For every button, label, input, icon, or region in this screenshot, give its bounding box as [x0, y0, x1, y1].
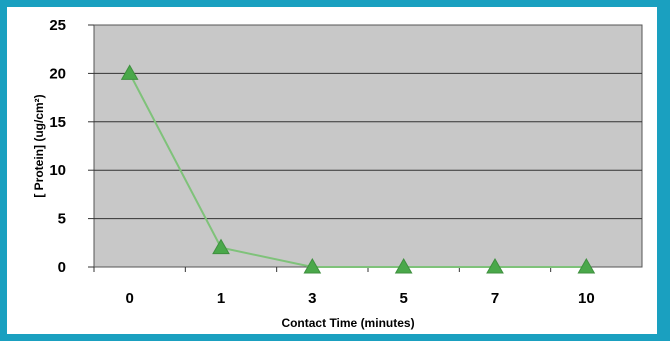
y-axis-title: [ Protein] (ug/cm²) [32, 94, 46, 197]
data-point-marker [486, 257, 504, 274]
x-tick-label: 1 [217, 290, 225, 307]
x-tick-label: 7 [491, 290, 499, 307]
series-group [120, 64, 596, 274]
series-line [128, 72, 587, 268]
x-axis-ticks: 0 1 3 5 7 10 [93, 267, 595, 307]
data-point-marker [212, 238, 230, 255]
x-axis-title: Contact Time (minutes) [281, 316, 414, 330]
line-chart: 0 5 10 15 20 25 0 1 3 5 7 10 Contact Time (minutes… [32, 17, 643, 330]
data-point-marker [120, 64, 139, 80]
x-tick-label: 10 [578, 290, 595, 307]
x-tick-label: 5 [399, 290, 407, 307]
y-tick-label: 25 [49, 17, 66, 34]
y-tick-label: 20 [49, 65, 66, 82]
plot-area [93, 24, 643, 268]
data-point-marker [577, 257, 596, 274]
data-point-marker [394, 257, 413, 274]
y-axis-ticks: 0 5 10 15 20 25 [49, 17, 94, 276]
y-tick-label: 15 [49, 114, 66, 131]
y-tick-label: 5 [58, 211, 66, 228]
gridlines [94, 72, 642, 220]
x-tick-label: 0 [125, 290, 133, 307]
data-point-marker [303, 257, 322, 274]
chart-frame: 0 5 10 15 20 25 0 1 3 5 7 10 Contact Time (minutes… [7, 7, 657, 334]
y-tick-label: 0 [58, 259, 66, 276]
x-tick-label: 3 [308, 290, 316, 307]
y-tick-label: 10 [49, 162, 66, 179]
